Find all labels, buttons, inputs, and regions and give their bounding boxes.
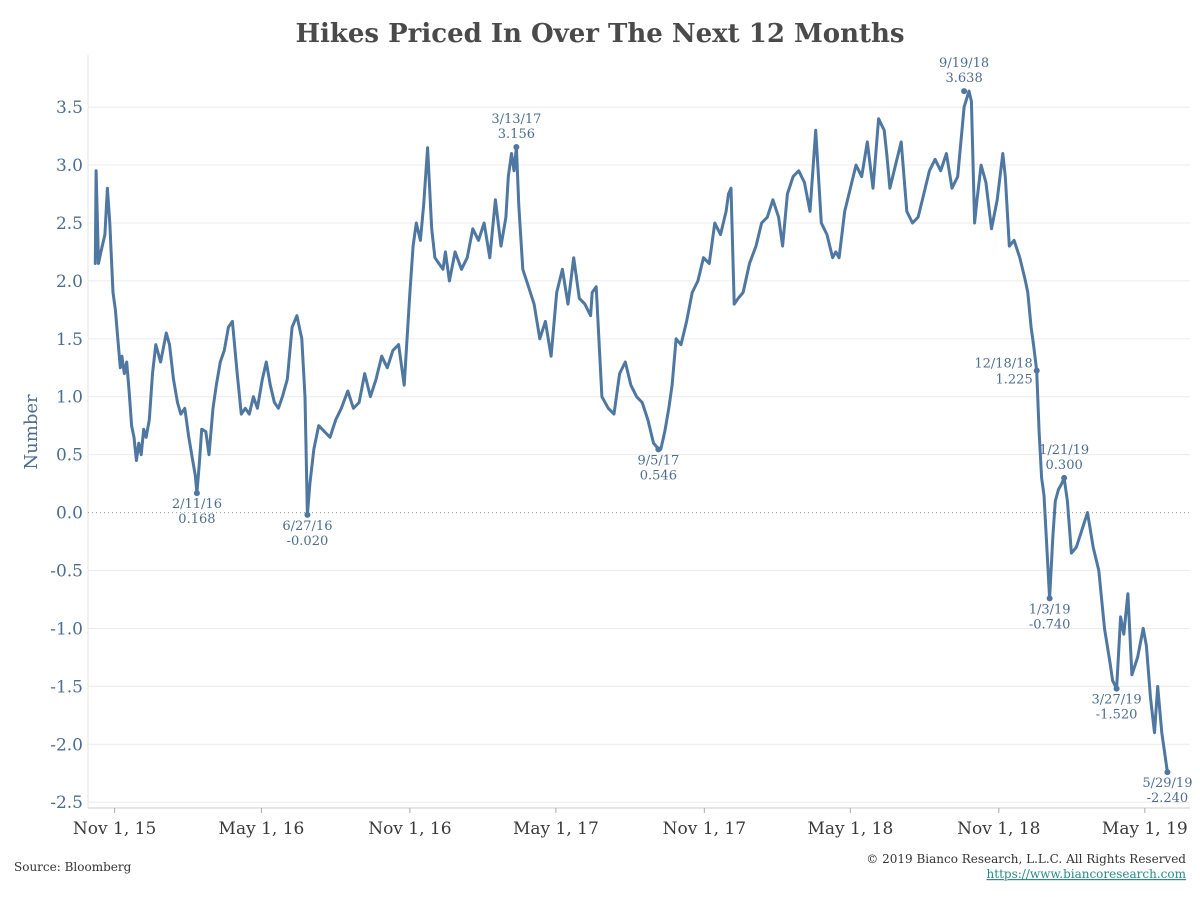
annotation-date: 6/27/16 <box>282 519 332 534</box>
x-tick-label: May 1, 19 <box>1102 819 1188 839</box>
y-tick-label: 0.0 <box>56 504 83 524</box>
annotation-value: 3.638 <box>946 71 983 86</box>
annotation-date: 3/13/17 <box>491 112 541 127</box>
annotation-value: 0.168 <box>178 512 215 527</box>
annotation-date: 3/27/19 <box>1092 693 1142 708</box>
annotation-marker <box>193 490 200 497</box>
annotation-value: 0.300 <box>1046 458 1083 473</box>
x-axis-ticks: Nov 1, 15 May 1, 16 Nov 1, 16 May 1, 17 Nov … <box>73 808 1188 839</box>
x-tick-label: May 1, 18 <box>807 819 893 839</box>
annotation-value: -0.740 <box>1029 617 1071 632</box>
annotation-layer: 2/11/160.168 6/27/16-0.020 3/13/173.156 9/5… <box>172 56 1193 806</box>
x-tick-label: May 1, 17 <box>513 819 599 839</box>
source-note: Source: Bloomberg <box>14 860 132 874</box>
y-tick-label: 2.0 <box>56 272 83 292</box>
annotation-date: 9/19/18 <box>939 56 989 71</box>
annotation-date: 12/18/18 <box>974 357 1032 372</box>
annotation-marker <box>1164 769 1171 776</box>
y-tick-label: -2.5 <box>50 793 83 813</box>
website-link[interactable]: https://www.biancoresearch.com <box>987 867 1187 881</box>
x-tick-label: Nov 1, 16 <box>368 819 451 839</box>
annotation-marker <box>961 88 968 95</box>
x-tick-label: Nov 1, 17 <box>663 819 746 839</box>
annotation-marker <box>1113 685 1120 692</box>
y-tick-label: 0.5 <box>56 446 83 466</box>
annotation-marker <box>513 143 520 150</box>
y-axis-label: Number <box>21 394 42 470</box>
y-tick-label: 3.0 <box>56 156 83 176</box>
y-tick-label: -0.5 <box>50 562 83 582</box>
copyright-note: © 2019 Bianco Research, L.L.C. All Right… <box>866 852 1186 866</box>
y-tick-label: -1.5 <box>50 677 83 697</box>
annotation-value: -2.240 <box>1147 791 1189 806</box>
annotation-value: 1.225 <box>996 373 1033 388</box>
annotation-date: 5/29/19 <box>1142 776 1192 791</box>
annotation-marker <box>655 446 662 453</box>
annotation-marker <box>1046 595 1053 602</box>
annotation-date: 9/5/17 <box>637 453 679 468</box>
annotation-date: 2/11/16 <box>172 497 222 512</box>
annotation-date: 1/3/19 <box>1029 602 1071 617</box>
y-tick-label: 3.5 <box>56 98 83 118</box>
chart-title: Hikes Priced In Over The Next 12 Months <box>295 19 904 49</box>
x-tick-label: May 1, 16 <box>219 819 305 839</box>
annotation-marker <box>1033 367 1040 374</box>
grid-lines <box>88 106 1190 803</box>
y-tick-label: -1.0 <box>50 619 83 639</box>
y-tick-label: -2.0 <box>50 735 83 755</box>
annotation-value: 3.156 <box>498 127 535 142</box>
y-tick-label: 1.5 <box>56 330 83 350</box>
annotation-marker <box>304 511 311 518</box>
series-layer <box>93 89 1169 774</box>
annotation-value: -1.520 <box>1096 708 1138 723</box>
annotation-value: -0.020 <box>287 534 329 549</box>
series-line <box>93 89 1169 774</box>
y-tick-label: 1.0 <box>56 388 83 408</box>
y-axis-ticks: 3.5 3.0 2.5 2.0 1.5 1.0 0.5 0.0 -0.5 -1.0 -1.5 -2.0… <box>50 98 83 813</box>
y-tick-label: 2.5 <box>56 214 83 234</box>
annotation-date: 1/21/19 <box>1039 443 1089 458</box>
annotation-value: 0.546 <box>640 468 677 483</box>
annotation-marker <box>1061 474 1068 481</box>
x-tick-label: Nov 1, 18 <box>957 819 1040 839</box>
x-tick-label: Nov 1, 15 <box>73 819 156 839</box>
